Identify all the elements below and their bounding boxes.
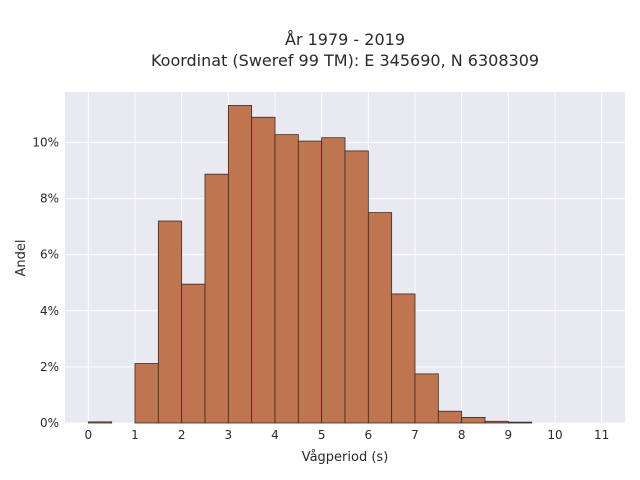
y-tick-label: 8% bbox=[40, 192, 59, 206]
histogram-bar bbox=[437, 410, 463, 424]
x-tick-label: 2 bbox=[178, 428, 186, 442]
histogram-bar bbox=[251, 116, 276, 424]
histogram-bar bbox=[507, 421, 533, 424]
bars bbox=[87, 105, 533, 424]
x-tick-label: 0 bbox=[85, 428, 93, 442]
histogram-bar bbox=[204, 173, 229, 424]
histogram-bar bbox=[274, 134, 299, 424]
y-tick-label: 10% bbox=[32, 135, 59, 149]
y-tick-label: 6% bbox=[40, 248, 59, 262]
x-tick-label: 9 bbox=[505, 428, 513, 442]
chart-title-line-1: År 1979 - 2019 bbox=[285, 30, 405, 49]
x-tick-label: 10 bbox=[547, 428, 562, 442]
y-tick-label: 2% bbox=[40, 360, 59, 374]
x-axis-label: Vågperiod (s) bbox=[302, 450, 389, 465]
histogram-bar bbox=[227, 105, 253, 424]
histogram-bar bbox=[87, 421, 113, 424]
histogram-bar bbox=[157, 220, 183, 424]
x-tick-label: 8 bbox=[458, 428, 466, 442]
x-tick-label: 1 bbox=[131, 428, 139, 442]
chart-title-line-2: Koordinat (Sweref 99 TM): E 345690, N 63… bbox=[151, 51, 539, 70]
histogram-bar bbox=[367, 212, 393, 424]
y-tick-label: 4% bbox=[40, 304, 59, 318]
histogram-bar bbox=[134, 363, 159, 424]
y-axis-label: Andel bbox=[14, 240, 29, 277]
x-tick-label: 5 bbox=[318, 428, 326, 442]
histogram-bar bbox=[297, 140, 323, 424]
histogram-bar bbox=[181, 283, 206, 424]
histogram-bar bbox=[391, 293, 416, 424]
y-ticks: 0% 2% 4% 6% 8% 10% bbox=[32, 135, 59, 430]
x-ticks: 0 1 2 3 4 5 6 7 8 9 10 11 bbox=[85, 428, 610, 442]
histogram-bar bbox=[344, 150, 369, 424]
histogram-bar bbox=[321, 137, 346, 424]
histogram-bar bbox=[414, 373, 439, 424]
x-tick-label: 7 bbox=[411, 428, 419, 442]
y-tick-label: 0% bbox=[40, 416, 59, 430]
histogram-bar bbox=[484, 420, 509, 424]
x-tick-label: 3 bbox=[225, 428, 233, 442]
x-tick-label: 6 bbox=[365, 428, 373, 442]
histogram-bar bbox=[461, 416, 486, 424]
x-tick-label: 4 bbox=[271, 428, 279, 442]
x-tick-label: 11 bbox=[594, 428, 609, 442]
